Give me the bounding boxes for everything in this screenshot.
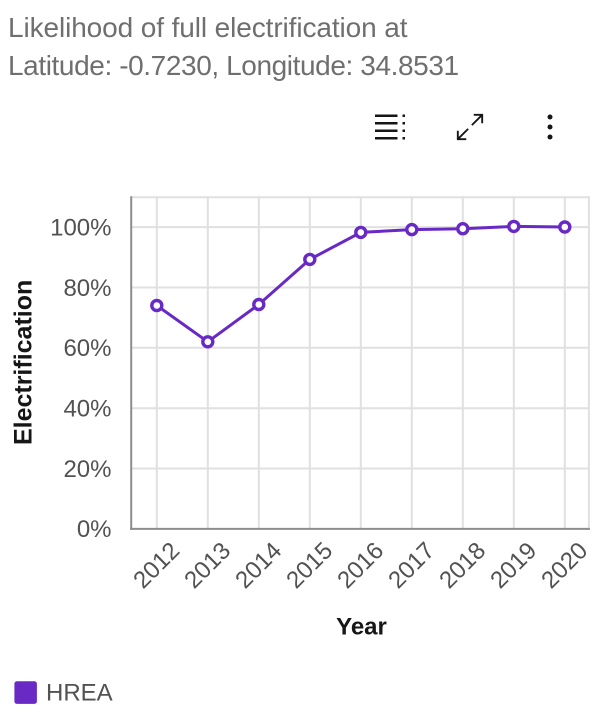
svg-text:Year: Year (336, 613, 387, 640)
svg-text:HREA: HREA (46, 680, 113, 707)
svg-text:Electrification: Electrification (10, 280, 38, 445)
svg-text:60%: 60% (63, 335, 111, 362)
svg-text:80%: 80% (63, 275, 111, 302)
svg-text:2020: 2020 (536, 537, 593, 594)
svg-text:2014: 2014 (230, 537, 287, 594)
svg-text:2019: 2019 (485, 537, 542, 594)
svg-text:2016: 2016 (332, 537, 389, 594)
svg-text:40%: 40% (63, 396, 111, 423)
svg-text:0%: 0% (77, 516, 112, 543)
svg-text:20%: 20% (63, 456, 111, 483)
svg-text:2017: 2017 (383, 537, 440, 594)
svg-text:2013: 2013 (179, 537, 236, 594)
svg-text:2012: 2012 (128, 537, 185, 594)
svg-text:2018: 2018 (434, 537, 491, 594)
svg-text:100%: 100% (50, 214, 111, 241)
svg-text:2015: 2015 (281, 537, 338, 594)
